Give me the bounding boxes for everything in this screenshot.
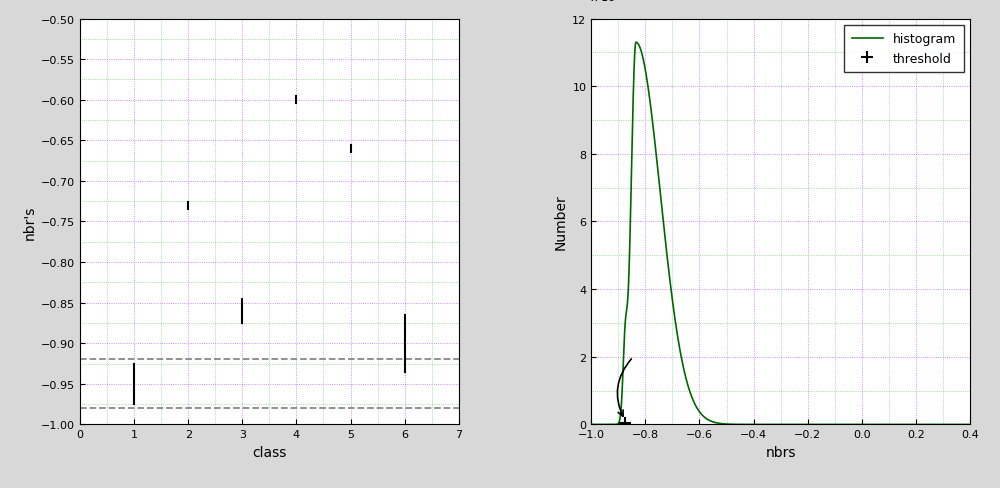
Y-axis label: nbr's: nbr's: [23, 205, 37, 239]
Line: histogram: histogram: [591, 43, 970, 425]
Text: x 10⁴: x 10⁴: [591, 0, 620, 3]
X-axis label: class: class: [252, 445, 287, 459]
histogram: [957, 422, 969, 427]
Y-axis label: Number: Number: [554, 194, 568, 250]
histogram: [628, 57, 640, 62]
X-axis label: nbrs: nbrs: [765, 445, 796, 459]
Legend: histogram, threshold: histogram, threshold: [844, 26, 964, 73]
histogram: [731, 422, 743, 427]
histogram: [585, 422, 597, 427]
histogram: [747, 422, 759, 427]
histogram: [630, 40, 642, 46]
histogram: [964, 422, 976, 427]
histogram: [916, 422, 928, 427]
histogram: [651, 160, 663, 166]
